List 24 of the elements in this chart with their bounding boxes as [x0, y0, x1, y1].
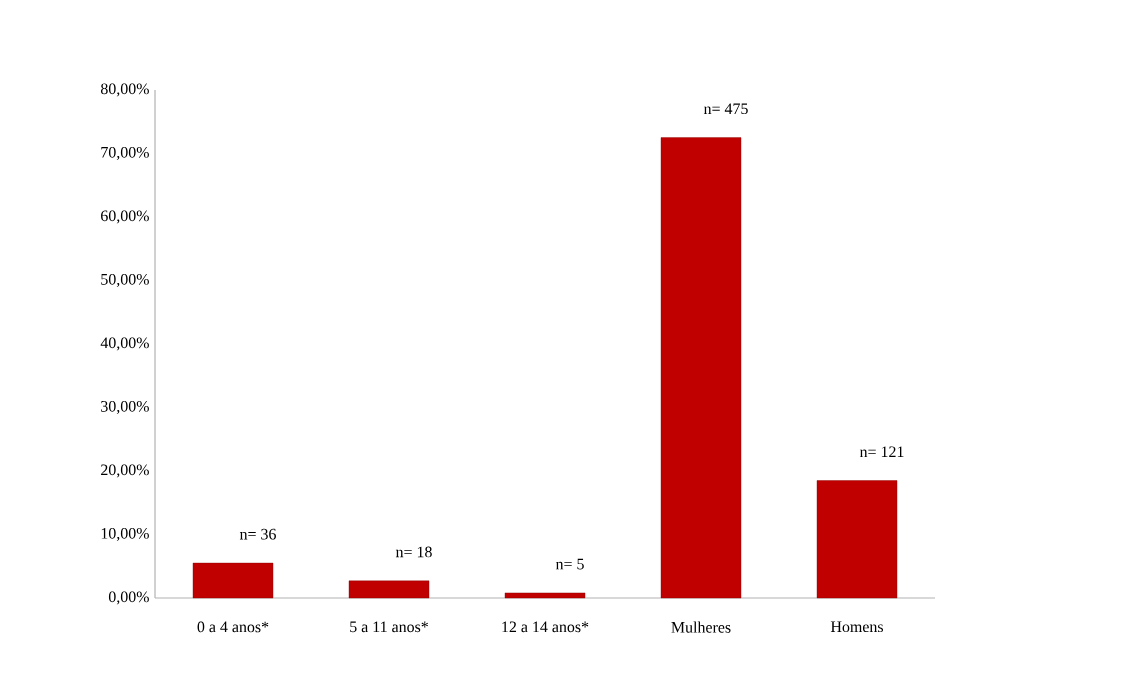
- y-tick-label: 70,00%: [101, 146, 149, 161]
- x-tick-label: 0 a 4 anos*: [197, 621, 269, 633]
- x-tick-label: 5 a 11 anos*: [350, 621, 428, 633]
- annotation: n= 475: [703, 103, 748, 115]
- y-tick-label: 40,00%: [100, 337, 149, 351]
- x-tick-label: Homens: [830, 621, 883, 633]
- y-tick-label: 30,00%: [101, 400, 149, 415]
- annotation: n= 18: [395, 546, 432, 558]
- annotation: n= 121: [859, 446, 904, 457]
- x-tick-label: 12 a 14 anos*: [502, 621, 589, 633]
- bar: [504, 592, 586, 599]
- bar: [192, 562, 274, 599]
- bar: [348, 580, 430, 599]
- annotation: n= 36: [239, 528, 276, 540]
- y-tick-label: 0,00%: [108, 591, 149, 605]
- y-tick-label: 50,00%: [101, 273, 149, 288]
- x-tick-label: Mulheres: [671, 621, 731, 633]
- annotation: n= 5: [555, 558, 584, 570]
- y-tick-label: 60,00%: [101, 210, 149, 224]
- bar: [816, 480, 898, 599]
- bar: [660, 137, 742, 599]
- y-tick-label: 10,00%: [101, 527, 149, 542]
- y-tick-label: 20,00%: [101, 464, 149, 478]
- y-tick-label: 80,00%: [100, 83, 149, 97]
